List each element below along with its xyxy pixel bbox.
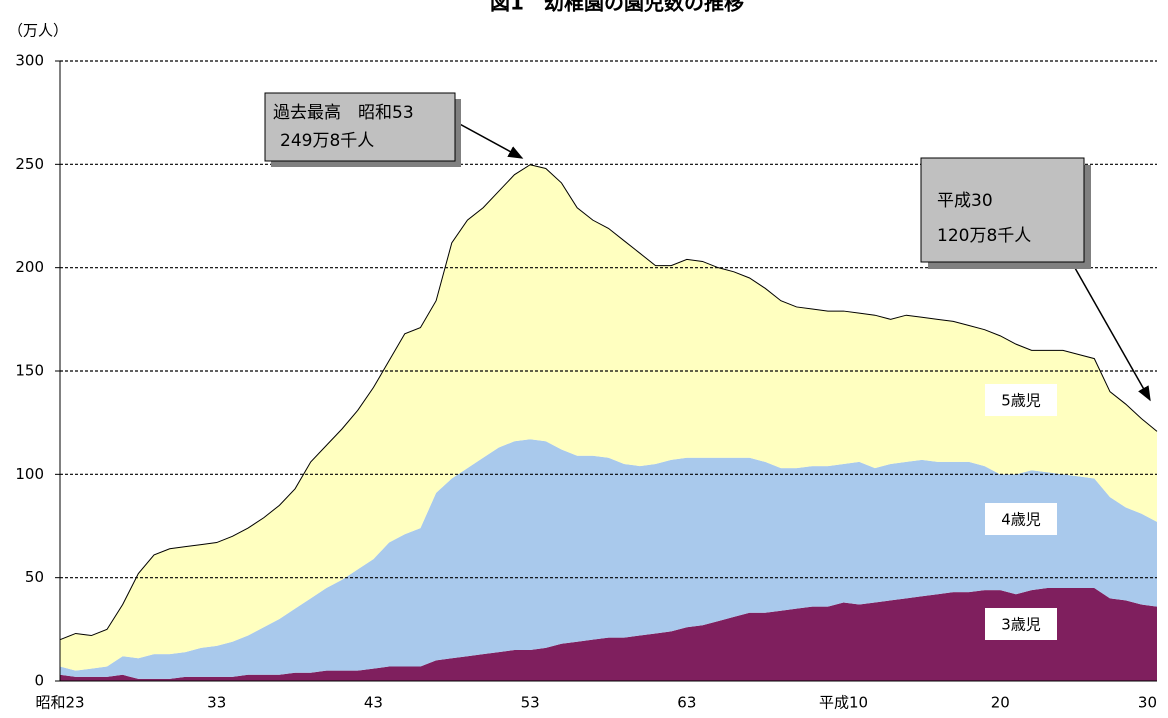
- annotation-box: [264, 92, 456, 162]
- series-label: 4歳児: [1001, 511, 1041, 529]
- x-tick-label: 30: [1138, 694, 1157, 712]
- y-tick-label: 150: [15, 362, 44, 380]
- annotation-arrow: [1074, 267, 1151, 402]
- area: [60, 164, 1157, 671]
- x-tick-label: 平成10: [819, 694, 868, 712]
- area-outline: [59, 164, 1158, 641]
- annotation: 過去最高 昭和53 249万8千人 平成30 120万8千人: [264, 92, 1151, 402]
- x-tick-label: 63: [677, 694, 696, 712]
- y-tick-label: 100: [15, 465, 44, 483]
- y-tick-label: 250: [15, 155, 44, 173]
- series-label-box: [985, 384, 1057, 416]
- y-tick-label: 0: [34, 672, 44, 690]
- series-label: 5歳児: [1001, 392, 1041, 410]
- y-tick-label: 50: [25, 568, 44, 586]
- area: [60, 588, 1157, 681]
- series-label: 3歳児: [1001, 616, 1041, 634]
- annotation-arrow: [455, 121, 524, 159]
- x-tick-label: 33: [207, 694, 226, 712]
- area: [60, 439, 1157, 679]
- annotation-text: 249万8千人: [280, 131, 374, 151]
- y-tick-label: 200: [15, 258, 44, 276]
- series-label-box: [985, 503, 1057, 535]
- annotation-text: 120万8千人: [937, 226, 1031, 246]
- annotation-text: 過去最高 昭和53: [273, 103, 414, 123]
- y-axis-label: （万人）: [8, 22, 68, 40]
- annotation-box: [920, 157, 1085, 263]
- annotation-text: 平成30: [937, 191, 993, 211]
- x-tick-label: 昭和23: [35, 694, 84, 712]
- x-tick-label: 43: [364, 694, 383, 712]
- y-tick-label: 300: [15, 52, 44, 70]
- series-label-box: [985, 608, 1057, 640]
- chart-title: 図1 幼稚園の園児数の推移: [490, 0, 744, 15]
- plot: 0 50 100 150 200 250 300 昭和23 33 43 53 63 平成10 20 30 3歳…: [15, 52, 1158, 712]
- x-tick-label: 53: [521, 694, 540, 712]
- x-tick-label: 20: [991, 694, 1010, 712]
